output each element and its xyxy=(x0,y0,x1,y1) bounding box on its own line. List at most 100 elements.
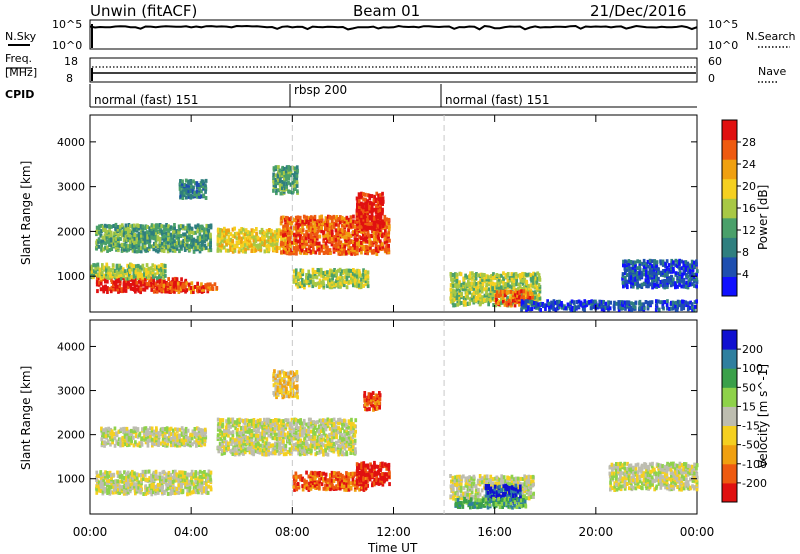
data-cell-0-0 xyxy=(150,287,154,292)
data-cell-0-10 xyxy=(532,274,535,279)
data-cell-0-9 xyxy=(278,183,282,188)
data-cell-0-2 xyxy=(186,223,190,228)
data-cell-0-6 xyxy=(381,244,385,249)
data-cell-0-12 xyxy=(647,270,650,275)
data-cell-0-12 xyxy=(659,280,662,284)
data-cell-1-2 xyxy=(238,420,241,424)
data-cell-0-6 xyxy=(301,224,304,229)
data-cell-0-3 xyxy=(185,281,189,286)
data-cell-1-2 xyxy=(231,423,235,428)
data-cell-1-0 xyxy=(171,469,175,474)
data-cell-0-10 xyxy=(508,276,512,281)
data-cell-1-0 xyxy=(190,472,193,477)
data-cell-0-2 xyxy=(145,240,149,245)
data-cell-0-5 xyxy=(258,230,262,235)
data-cell-0-3 xyxy=(206,289,210,294)
data-cell-0-13 xyxy=(642,302,646,307)
data-cell-0-5 xyxy=(273,230,277,235)
data-cell-0-6 xyxy=(301,219,304,224)
data-cell-1-0 xyxy=(196,485,200,489)
data-cell-0-6 xyxy=(317,247,321,251)
data-cell-1-0 xyxy=(209,477,212,482)
data-cell-1-2 xyxy=(250,418,254,423)
data-cell-1-0 xyxy=(146,486,150,491)
data-cell-0-13 xyxy=(640,302,643,307)
data-cell-0-5 xyxy=(273,236,277,241)
data-cell-1-1 xyxy=(122,426,125,431)
data-cell-0-5 xyxy=(237,249,241,254)
data-cell-0-10 xyxy=(454,282,457,287)
data-cell-0-7 xyxy=(364,215,367,220)
data-cell-1-2 xyxy=(250,449,254,454)
data-cell-0-12 xyxy=(678,279,682,283)
data-cell-1-0 xyxy=(174,469,177,474)
data-cell-0-0 xyxy=(144,284,148,289)
data-cell-0-10 xyxy=(473,279,477,284)
data-cell-0-12 xyxy=(667,279,671,283)
data-cell-1-2 xyxy=(238,440,241,445)
data-cell-0-6 xyxy=(358,248,362,253)
data-cell-0-5 xyxy=(240,248,244,253)
data-cell-0-6 xyxy=(303,233,306,238)
data-cell-0-2 xyxy=(185,242,189,247)
data-cell-0-2 xyxy=(161,241,164,246)
data-cell-0-8 xyxy=(366,274,370,279)
data-cell-0-2 xyxy=(150,223,154,228)
data-cell-0-10 xyxy=(498,273,501,278)
data-cell-0-8 xyxy=(358,282,361,286)
data-cell-0-2 xyxy=(168,248,172,253)
data-cell-0-10 xyxy=(529,283,533,288)
data-cell-0-10 xyxy=(452,283,455,288)
data-cell-0-1 xyxy=(95,272,98,277)
data-cell-0-12 xyxy=(663,283,666,288)
data-cell-0-2 xyxy=(103,227,107,232)
data-cell-0-2 xyxy=(182,243,185,248)
data-cell-0-10 xyxy=(508,278,512,283)
data-cell-0-2 xyxy=(135,249,139,254)
data-cell-0-0 xyxy=(104,279,107,284)
data-cell-1-0 xyxy=(167,486,170,491)
data-cell-0-13 xyxy=(661,305,665,309)
data-cell-0-12 xyxy=(630,266,633,271)
data-cell-1-2 xyxy=(243,450,247,455)
data-cell-0-6 xyxy=(286,218,290,223)
data-cell-0-11 xyxy=(497,293,501,298)
data-cell-0-10 xyxy=(532,271,535,276)
data-cell-0-6 xyxy=(354,239,358,244)
data-cell-0-6 xyxy=(387,232,390,237)
data-cell-0-6 xyxy=(352,250,355,255)
data-cell-0-7 xyxy=(377,204,380,209)
data-cell-0-2 xyxy=(102,228,105,233)
data-cell-0-2 xyxy=(158,226,162,231)
data-cell-0-13 xyxy=(530,300,534,304)
data-cell-1-2 xyxy=(274,421,277,426)
data-cell-0-9 xyxy=(274,165,278,170)
data-cell-0-6 xyxy=(341,223,344,228)
data-cell-0-6 xyxy=(326,233,330,238)
data-cell-0-2 xyxy=(102,240,106,245)
data-cell-0-10 xyxy=(487,282,491,287)
data-cell-0-6 xyxy=(322,251,326,255)
data-cell-0-4 xyxy=(181,179,184,184)
data-cell-0-2 xyxy=(183,246,187,251)
data-cell-0-6 xyxy=(353,251,357,256)
data-cell-0-2 xyxy=(118,224,122,229)
data-cell-0-4 xyxy=(184,178,188,183)
data-cell-0-6 xyxy=(310,226,313,231)
data-cell-1-2 xyxy=(284,423,288,428)
data-cell-1-2 xyxy=(244,418,248,423)
data-cell-0-5 xyxy=(231,249,235,254)
data-cell-0-6 xyxy=(295,221,299,226)
data-cell-0-0 xyxy=(152,289,156,294)
data-cell-0-4 xyxy=(204,183,207,188)
data-cell-0-4 xyxy=(204,178,208,183)
data-cell-1-1 xyxy=(146,443,150,448)
data-cell-1-2 xyxy=(263,441,267,446)
data-cell-0-10 xyxy=(510,284,514,289)
data-cell-0-6 xyxy=(303,250,307,255)
data-cell-0-13 xyxy=(689,300,692,305)
data-cell-1-2 xyxy=(271,422,275,427)
data-cell-0-7 xyxy=(370,218,374,223)
data-cell-1-0 xyxy=(152,470,156,475)
data-cell-1-1 xyxy=(117,429,121,434)
